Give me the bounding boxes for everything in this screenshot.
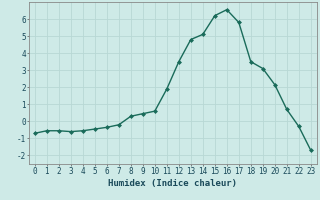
X-axis label: Humidex (Indice chaleur): Humidex (Indice chaleur) <box>108 179 237 188</box>
